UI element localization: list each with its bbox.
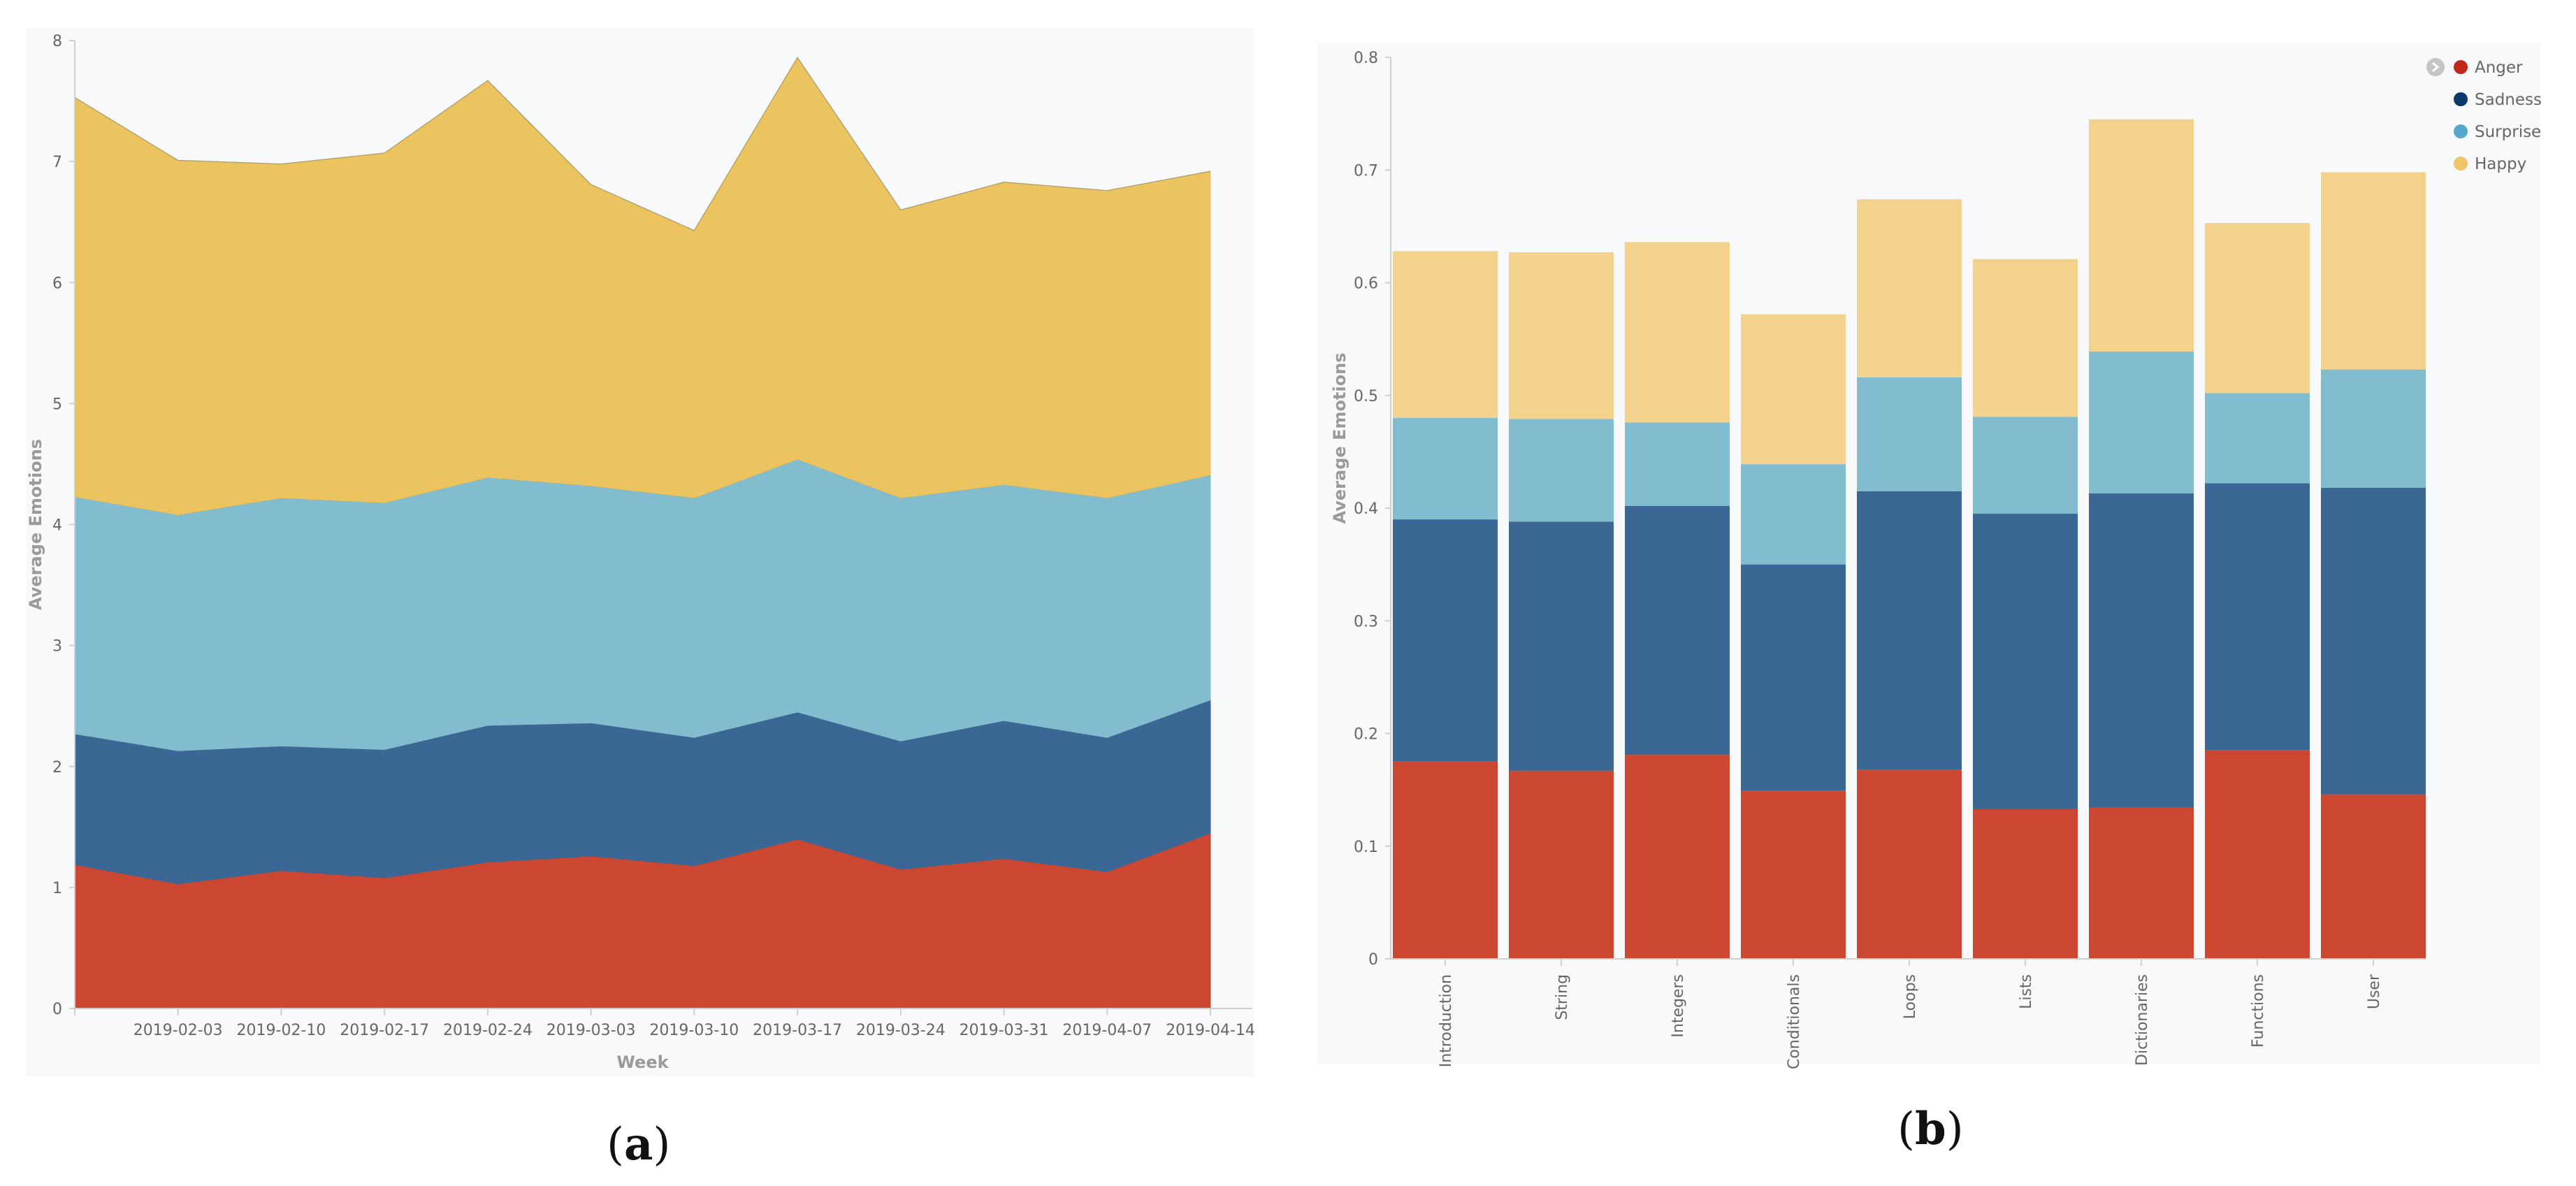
chevron-right-icon — [2432, 62, 2440, 73]
chart-a-panel: 0 1 2 3 4 5 6 7 8 2019-02-03 2019-02-10 2019-02-17 2… — [26, 28, 1255, 1076]
x-tick-label: Conditionals — [1786, 974, 1803, 1069]
x-tick-label: 2019-03-10 — [649, 1022, 739, 1039]
bar-anger — [1857, 769, 1962, 959]
x-tick-label: Integers — [1670, 974, 1687, 1038]
bar-surprise — [1393, 418, 1498, 520]
y-tick-label: 2 — [52, 759, 62, 776]
bar-sadness — [1973, 514, 2078, 809]
bar-anger — [2321, 794, 2426, 959]
bar-sadness — [1741, 564, 1846, 791]
bar-anger — [1973, 809, 2078, 959]
bar-sadness — [1509, 521, 1614, 771]
area-series-happy — [74, 57, 1211, 516]
bar-happy_light — [2205, 223, 2310, 393]
bar-sadness — [1393, 519, 1498, 762]
x-tick-label: 2019-04-14 — [1166, 1022, 1255, 1039]
bar-surprise — [2321, 369, 2426, 488]
chart-b-panel: Introduction String Integers Conditionals Lo… — [1317, 43, 2542, 1069]
x-tick-label: 2019-02-10 — [237, 1022, 326, 1039]
x-tick-label: Functions — [2250, 974, 2267, 1048]
bar-surprise — [1509, 419, 1614, 522]
y-tick-label: 0 — [52, 1001, 62, 1018]
y-tick-label: 5 — [52, 396, 62, 413]
bar-sadness — [2321, 487, 2426, 795]
x-axis-title: Week — [616, 1053, 669, 1072]
y-tick-label: 0.6 — [1354, 275, 1378, 293]
y-tick-label: 0.4 — [1354, 500, 1378, 518]
bar-surprise — [1741, 464, 1846, 565]
x-tick-label: Dictionaries — [2134, 974, 2151, 1066]
y-tick-label: 8 — [52, 33, 62, 50]
y-tick-label: 4 — [52, 517, 62, 535]
bar-happy_light — [1509, 252, 1614, 419]
bar-anger — [1509, 770, 1614, 959]
x-tick-label: 2019-03-03 — [547, 1022, 636, 1039]
stacked-bar-chart: Introduction String Integers Conditionals Lo… — [1330, 50, 2542, 1069]
bar-happy_light — [2089, 119, 2194, 352]
y-tick-label: 1 — [52, 880, 62, 897]
caption-a: (a) — [607, 1118, 671, 1171]
y-tick-label: 0.3 — [1354, 613, 1378, 630]
y-tick-label: 6 — [52, 275, 62, 292]
legend-marker-anger — [2454, 60, 2468, 74]
legend-label-surprise: Surprise — [2475, 123, 2541, 141]
bar-happy_light — [1393, 251, 1498, 418]
bar-sadness — [2205, 483, 2310, 751]
y-axis-title: Average Emotions — [26, 439, 45, 610]
legend-marker-sadness — [2454, 92, 2468, 106]
legend-label-happy_light: Happy — [2475, 155, 2526, 173]
x-tick-label: 2019-03-24 — [856, 1022, 946, 1039]
bar-sadness — [1625, 505, 1730, 755]
legend-label-anger: Anger — [2475, 59, 2523, 77]
bar-anger — [1625, 755, 1730, 959]
bar-anger — [1741, 790, 1846, 959]
caption-b: (b) — [1897, 1103, 1964, 1155]
x-tick-label: 2019-02-03 — [133, 1022, 223, 1039]
y-tick-label: 0 — [1368, 951, 1378, 969]
bar-happy_light — [1973, 259, 2078, 417]
x-tick-label: Lists — [2018, 974, 2035, 1009]
y-axis-title: Average Emotions — [1330, 353, 1349, 524]
x-tick-label: 2019-03-31 — [960, 1022, 1049, 1039]
bar-sadness — [1857, 491, 1962, 770]
bar-surprise — [1973, 417, 2078, 514]
bar-happy_light — [1741, 314, 1846, 465]
x-tick-label: 2019-04-07 — [1062, 1022, 1152, 1039]
x-tick-label: 2019-02-17 — [340, 1022, 429, 1039]
bar-surprise — [2089, 351, 2194, 494]
x-tick-label: String — [1554, 974, 1571, 1020]
bar-happy_light — [1857, 199, 1962, 377]
y-tick-label: 0.8 — [1354, 50, 1378, 67]
bar-happy_light — [2321, 172, 2426, 370]
bar-anger — [2205, 750, 2310, 959]
y-tick-label: 0.5 — [1354, 388, 1378, 405]
stacked-area-chart: 0 1 2 3 4 5 6 7 8 2019-02-03 2019-02-10 2019-02-17 2… — [26, 33, 1255, 1072]
legend-marker-happy_light — [2454, 157, 2468, 171]
bar-sadness — [2089, 493, 2194, 808]
y-tick-label: 0.7 — [1354, 162, 1378, 180]
legend-marker-surprise — [2454, 124, 2468, 138]
bar-anger — [2089, 807, 2194, 959]
x-tick-label: Loops — [1902, 974, 1919, 1019]
bar-surprise — [1625, 422, 1730, 506]
y-tick-label: 3 — [52, 638, 62, 656]
x-tick-label: 2019-03-17 — [753, 1022, 842, 1039]
y-tick-label: 0.2 — [1354, 726, 1378, 744]
bar-happy_light — [1625, 242, 1730, 423]
x-tick-label: 2019-02-24 — [443, 1022, 533, 1039]
area-edge-happy — [74, 57, 1211, 231]
legend-label-sadness: Sadness — [2475, 91, 2542, 109]
legend-toggle-icon — [2426, 58, 2445, 76]
x-tick-label: User — [2366, 974, 2383, 1009]
bar-anger — [1393, 761, 1498, 959]
bar-surprise — [1857, 377, 1962, 491]
bar-surprise — [2205, 393, 2310, 484]
x-tick-label: Introduction — [1438, 974, 1455, 1067]
y-tick-label: 0.1 — [1354, 839, 1378, 856]
y-tick-label: 7 — [52, 154, 62, 171]
